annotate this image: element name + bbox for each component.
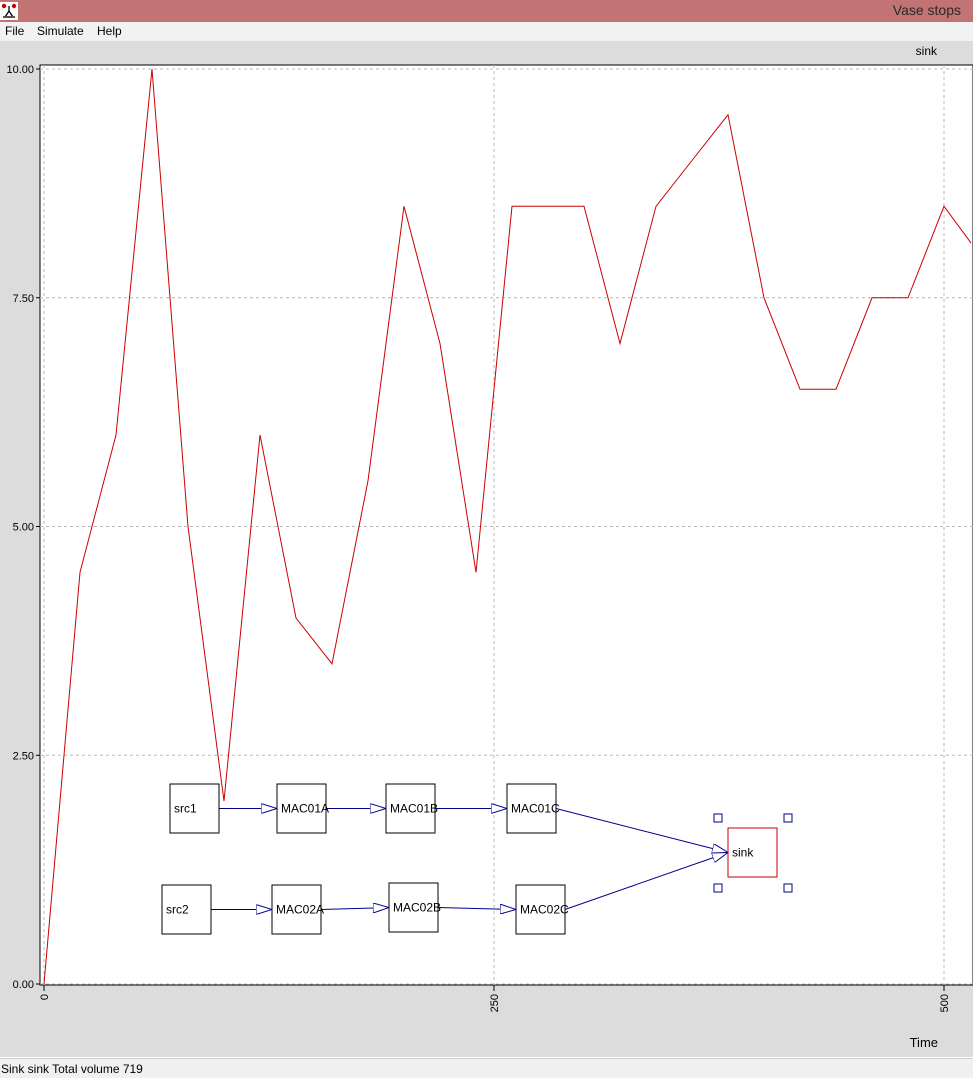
selection-handle[interactable] xyxy=(783,883,793,893)
x-tick-label: 250 xyxy=(489,994,501,1012)
chart-svg[interactable]: 0.00 2.50 5.00 7.50 10.00 0 250 500 src1 MAC01A… xyxy=(0,41,973,1057)
node-label: src1 xyxy=(174,802,197,816)
node-src1[interactable]: src1 xyxy=(169,783,220,834)
menu-help[interactable]: Help xyxy=(97,24,122,38)
status-bar: Sink sink Total volume 719 xyxy=(0,1058,973,1078)
flow-edge-MAC02A-MAC02B xyxy=(320,908,389,910)
series-layer xyxy=(43,68,972,985)
flow-diagram: src1 MAC01A MAC01B MAC01C src2 MAC02A MAC02B MA… xyxy=(161,783,793,935)
flow-edge-MAC02C-sink xyxy=(564,853,728,910)
plot-background xyxy=(39,64,973,986)
y-tick-label: 0.00 xyxy=(13,979,34,991)
x-tick-label: 0 xyxy=(39,994,51,1000)
selection-handle[interactable] xyxy=(713,813,723,823)
node-sink[interactable]: sink xyxy=(713,813,793,893)
node-label: MAC02C xyxy=(520,903,569,917)
y-tick-label: 7.50 xyxy=(13,293,34,305)
menu-file[interactable]: File xyxy=(5,24,25,38)
node-mac02a[interactable]: MAC02A xyxy=(271,884,324,935)
app-icon xyxy=(0,2,18,20)
node-mac02c[interactable]: MAC02C xyxy=(515,884,569,935)
y-tick-label: 10.00 xyxy=(6,64,34,76)
plot-title: sink xyxy=(915,44,937,58)
node-label: src2 xyxy=(166,903,189,917)
x-axis-ticks: 0 250 500 xyxy=(39,985,951,1012)
menu-simulate[interactable]: Simulate xyxy=(37,24,84,38)
node-label: MAC02B xyxy=(393,901,441,915)
node-src2[interactable]: src2 xyxy=(161,884,212,935)
x-tick-label: 500 xyxy=(939,994,951,1012)
chart-panel: sink 0.00 2.50 5.00 7.50 10.00 0 250 500 src1 M… xyxy=(0,41,973,1057)
node-label: MAC01B xyxy=(390,802,438,816)
menu-bar: File Simulate Help xyxy=(0,22,973,42)
node-label: MAC01A xyxy=(281,802,329,816)
node-mac01c[interactable]: MAC01C xyxy=(506,783,560,834)
node-label: sink xyxy=(732,846,754,860)
selection-handle[interactable] xyxy=(783,813,793,823)
node-mac01b[interactable]: MAC01B xyxy=(385,783,438,834)
y-tick-label: 5.00 xyxy=(13,522,34,534)
node-mac01a[interactable]: MAC01A xyxy=(276,783,329,834)
status-text: Sink sink Total volume 719 xyxy=(1,1062,143,1076)
node-label: MAC01C xyxy=(511,802,560,816)
series-line xyxy=(43,68,972,985)
y-axis-ticks: 0.00 2.50 5.00 7.50 10.00 xyxy=(6,64,40,991)
x-axis-label: Time xyxy=(910,1035,938,1050)
window-title: Vase stops xyxy=(892,2,961,18)
flow-edge-MAC02B-MAC02C xyxy=(437,908,516,910)
flow-edge-MAC01C-sink xyxy=(555,808,728,853)
node-mac02b[interactable]: MAC02B xyxy=(388,882,441,933)
title-bar[interactable]: Vase stops xyxy=(0,0,973,22)
y-tick-label: 2.50 xyxy=(13,750,34,762)
selection-handle[interactable] xyxy=(713,883,723,893)
node-label: MAC02A xyxy=(276,903,324,917)
